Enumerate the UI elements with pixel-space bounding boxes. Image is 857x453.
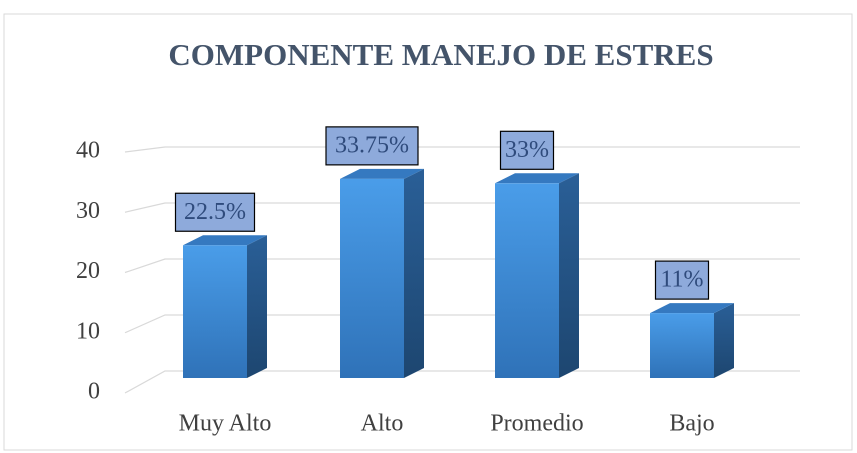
chart-frame <box>3 13 853 451</box>
data-label-box <box>499 130 555 170</box>
x-tick-label: Promedio <box>490 411 583 437</box>
bar-side <box>714 303 734 378</box>
bar-side <box>404 168 424 378</box>
bar-top <box>650 303 734 314</box>
y-tick-label: 10 <box>76 318 100 344</box>
grid-line <box>124 370 800 394</box>
x-tick-label: Alto <box>361 411 404 437</box>
bar-side <box>559 173 579 378</box>
y-tick-label: 40 <box>76 138 100 164</box>
bar <box>495 183 559 378</box>
data-label: 11% <box>660 267 703 293</box>
bar-top <box>340 168 424 179</box>
data-label: 33.75% <box>335 132 409 158</box>
grid-line <box>124 314 800 334</box>
bar <box>183 245 247 378</box>
grid-line <box>124 146 800 153</box>
grid-line <box>124 202 800 213</box>
y-tick-label: 20 <box>76 258 100 284</box>
grid-line <box>124 258 800 274</box>
data-label-box <box>325 126 419 166</box>
y-tick-label: 0 <box>88 379 100 405</box>
data-label-box <box>654 260 710 300</box>
data-label: 22.5% <box>184 199 246 225</box>
data-label-box <box>174 192 256 232</box>
x-tick-label: Bajo <box>669 411 714 437</box>
bar-top <box>183 235 267 246</box>
y-tick-label: 30 <box>76 198 100 224</box>
bar <box>340 178 404 378</box>
bar-side <box>247 235 267 378</box>
bar <box>650 313 714 378</box>
data-label: 33% <box>505 137 549 163</box>
x-tick-label: Muy Alto <box>179 411 272 437</box>
chart-title: COMPONENTE MANEJO DE ESTRES <box>168 37 713 72</box>
bar-top <box>495 173 579 184</box>
